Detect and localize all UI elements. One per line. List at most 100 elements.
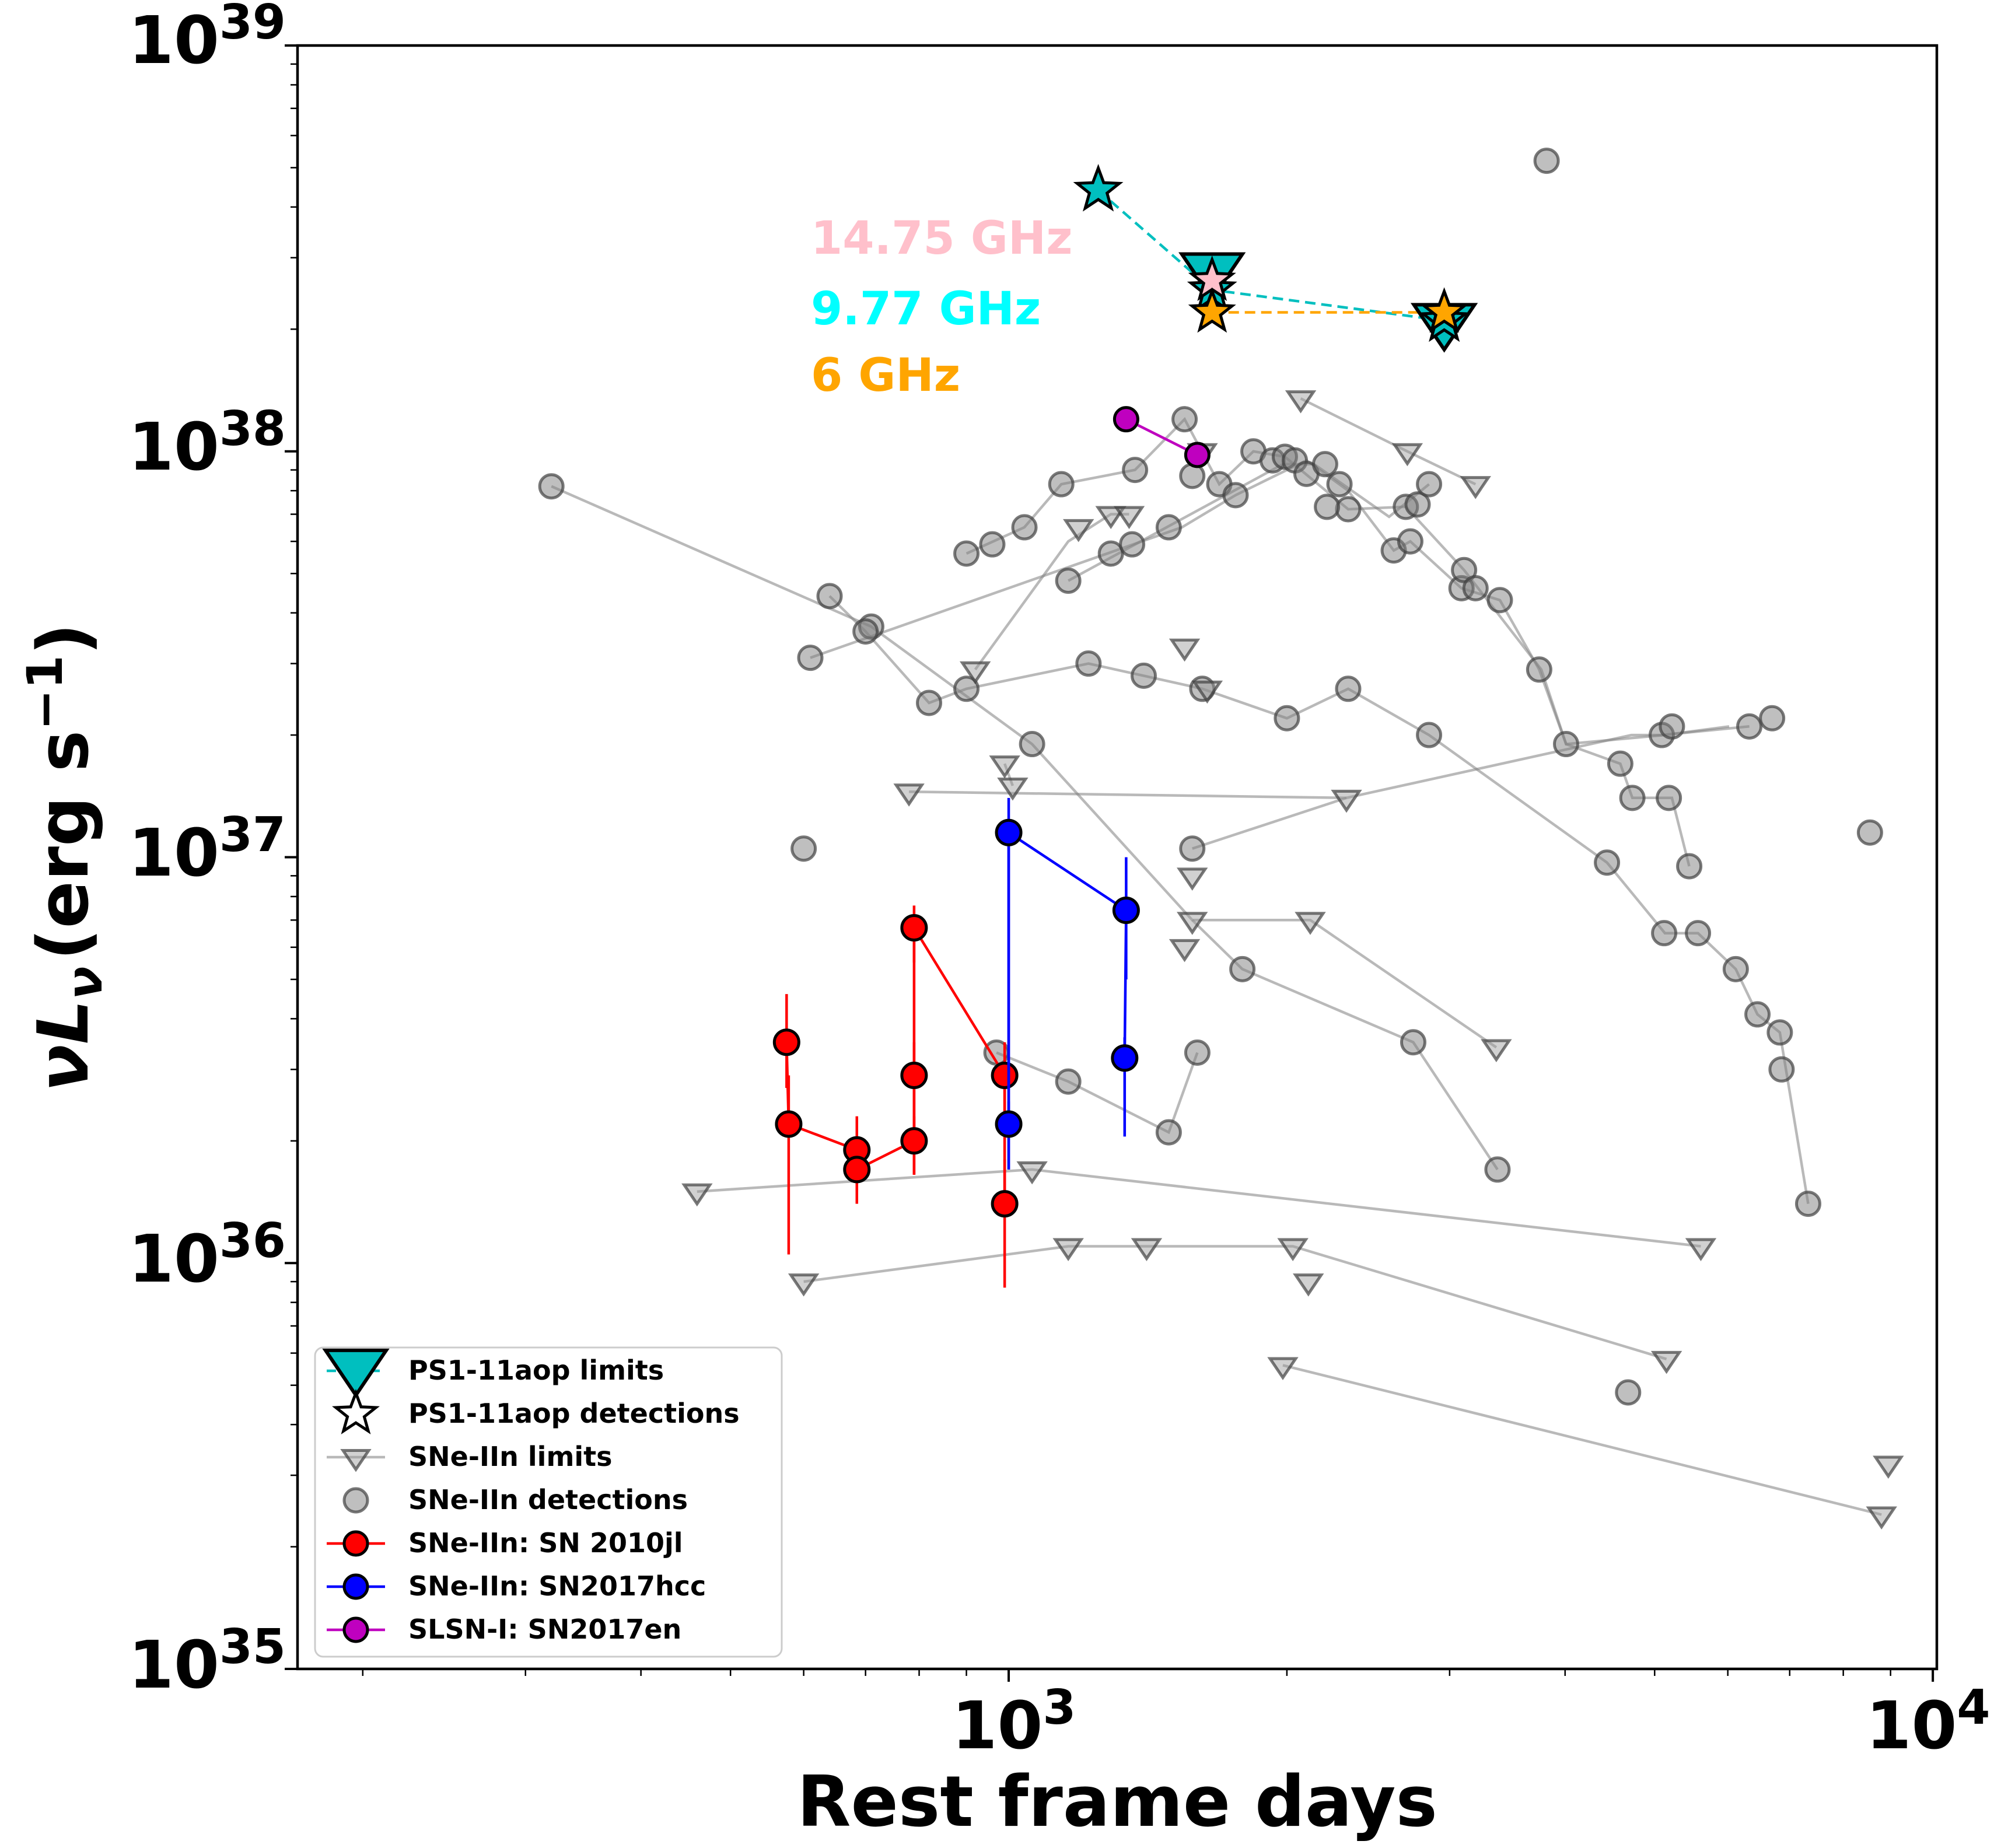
sn2010jl-point bbox=[991, 1062, 1019, 1090]
snein-detection-point bbox=[1400, 1029, 1426, 1056]
snein-limit-point bbox=[1063, 519, 1094, 542]
snein-limit-point bbox=[1331, 789, 1362, 813]
annotation-9-77-ghz: 9.77 GHz bbox=[811, 283, 1041, 335]
snein-detection-point bbox=[1075, 650, 1102, 677]
snein-connector-line bbox=[803, 1245, 1667, 1360]
snein-detection-point bbox=[1011, 514, 1038, 541]
y-tick-label-39: 1039 bbox=[128, 0, 286, 79]
snein-detection-point bbox=[1335, 676, 1362, 702]
snein-limit-point bbox=[1177, 912, 1208, 935]
legend-label-sn2017en: SLSN-I: SN2017en bbox=[408, 1614, 681, 1645]
snein-detection-point bbox=[1155, 1119, 1182, 1146]
snein-detection-point bbox=[1486, 587, 1513, 614]
snein-limit-point bbox=[1866, 1506, 1897, 1530]
snein-detection-point bbox=[1656, 785, 1682, 811]
highlighted-series bbox=[772, 163, 1478, 1288]
snein-detection-point bbox=[1055, 1068, 1082, 1095]
snein-detection-point bbox=[1311, 451, 1338, 478]
snein-detection-point bbox=[1416, 471, 1443, 498]
snein-limit-point bbox=[1016, 1161, 1048, 1185]
snein-connector-line bbox=[909, 790, 1347, 800]
snein-detection-point bbox=[1526, 656, 1552, 683]
snein-detection-point bbox=[1397, 528, 1423, 555]
snein-detection-point bbox=[1048, 471, 1075, 498]
legend-markers bbox=[322, 1348, 390, 1643]
snein-detection-point bbox=[953, 676, 980, 702]
sn2010jl-point bbox=[991, 1190, 1019, 1218]
snein-connector-line bbox=[697, 1168, 1701, 1248]
snein-detection-point bbox=[1856, 819, 1883, 846]
ps1-11aop-detection-9-77 bbox=[1073, 163, 1124, 212]
snein-limit-point bbox=[1650, 1350, 1682, 1374]
sn2017hcc-point bbox=[1112, 896, 1140, 924]
snein-detection-point bbox=[538, 473, 565, 500]
snein-detection-point bbox=[1019, 731, 1045, 758]
snein-detection-point bbox=[1416, 722, 1443, 748]
sn2010jl-point bbox=[775, 1110, 803, 1138]
legend-circle bbox=[342, 1487, 369, 1514]
sn2017en-line bbox=[1125, 418, 1198, 456]
snein-detection-point bbox=[916, 690, 943, 716]
snein-detection-point bbox=[1759, 705, 1786, 732]
snein-limit-point bbox=[1295, 912, 1326, 935]
snein-detection-point bbox=[1462, 575, 1489, 601]
snein-connector-line bbox=[1191, 725, 1750, 850]
annotation-6-ghz: 6 GHz bbox=[811, 349, 960, 402]
snein-detection-point bbox=[1326, 471, 1353, 498]
snein-limit-point bbox=[1481, 1039, 1512, 1062]
snein-limit-point bbox=[1267, 1357, 1299, 1380]
snein-limit-point bbox=[959, 661, 991, 685]
legend-star bbox=[332, 1388, 380, 1434]
snein-detection-point bbox=[1552, 731, 1579, 758]
snein-detection-point bbox=[852, 618, 879, 645]
snein-detection-point bbox=[1619, 785, 1646, 811]
snein-detection-point bbox=[1794, 1191, 1821, 1217]
snein-detection-point bbox=[1229, 956, 1256, 982]
snein-detection-point bbox=[1744, 1001, 1771, 1028]
snein-limit-point bbox=[997, 778, 1029, 801]
snein-limit-point bbox=[1293, 1273, 1324, 1297]
snein-detection-point bbox=[1736, 713, 1763, 740]
legend-label-snein-detections: SNe-IIn detections bbox=[408, 1484, 688, 1516]
snein-detection-point bbox=[1607, 750, 1633, 777]
snein-detection-point bbox=[1533, 148, 1560, 174]
snein-limit-point bbox=[1095, 506, 1127, 530]
y-tick-label-38: 1038 bbox=[128, 401, 286, 485]
snein-detection-point bbox=[1171, 406, 1198, 433]
snein-limit-point bbox=[1131, 1238, 1163, 1261]
snein-detection-point bbox=[1685, 920, 1712, 947]
snein-connector-line bbox=[1191, 919, 1499, 1171]
snein-detection-point bbox=[1274, 705, 1300, 732]
legend-label-sn2017hcc: SNe-IIn: SN2017hcc bbox=[408, 1570, 706, 1602]
axis-ticks bbox=[285, 44, 1934, 1682]
snein-limit-point bbox=[1277, 1238, 1309, 1261]
snein-detection-point bbox=[1179, 835, 1206, 862]
snein-detection-point bbox=[1676, 853, 1703, 880]
annotations: 14.75 GHz 9.77 GHz 6 GHz bbox=[811, 212, 1073, 402]
snein-detection-point bbox=[1155, 514, 1182, 541]
sn2010jl-point bbox=[900, 1062, 928, 1090]
snein-limit-point bbox=[989, 755, 1020, 779]
legend-circle bbox=[342, 1530, 369, 1557]
snein-detection-point bbox=[1659, 713, 1685, 740]
y-tick-label-35: 1035 bbox=[128, 1619, 286, 1703]
x-tick-label-4: 104 bbox=[1866, 1680, 1990, 1764]
snein-detection-point bbox=[1404, 491, 1431, 518]
snein-connector-line bbox=[1003, 763, 1015, 786]
legend-label-ps1-limits: PS1-11aop limits bbox=[408, 1354, 664, 1386]
snein-connector-line bbox=[1282, 1364, 1882, 1516]
snein-detection-point bbox=[1335, 496, 1362, 523]
snein-connector-line bbox=[996, 1051, 1199, 1135]
sn2017hcc-point bbox=[995, 818, 1023, 846]
snein-limit-point bbox=[681, 1183, 713, 1207]
snein-detection-point bbox=[1131, 662, 1157, 689]
sn2017hcc-point bbox=[995, 1110, 1023, 1138]
snein-limit-point bbox=[1685, 1238, 1717, 1261]
annotation-14-75-ghz: 14.75 GHz bbox=[811, 212, 1073, 265]
snein-limit-point bbox=[1052, 1238, 1084, 1261]
snein-limit-point bbox=[1285, 390, 1317, 414]
snein-detection-point bbox=[1651, 920, 1678, 947]
sn2017en-point bbox=[1184, 442, 1211, 468]
ps1-11aop-detection-6 bbox=[1420, 287, 1468, 333]
